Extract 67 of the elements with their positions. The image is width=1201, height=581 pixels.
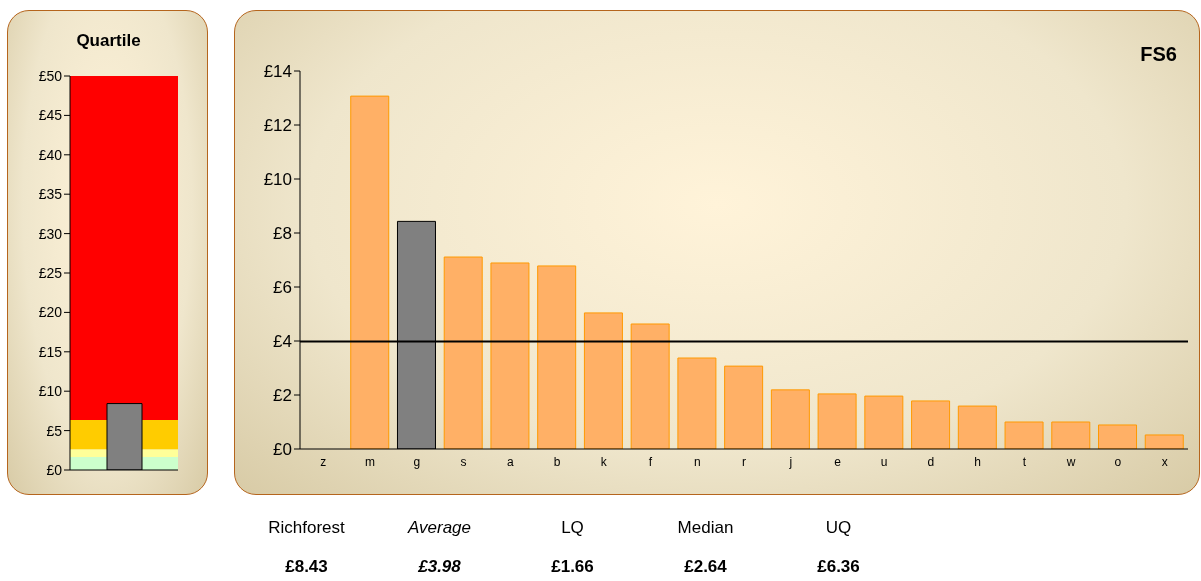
x-tick-label: e xyxy=(834,454,842,469)
text: UQ xyxy=(824,518,853,538)
y-tick-label: £10 xyxy=(38,383,63,400)
bar xyxy=(583,312,623,449)
bar xyxy=(864,395,904,449)
y-tick-label: £45 xyxy=(38,107,63,124)
x-tick-label: z xyxy=(320,454,327,469)
y-tick-label: £8 xyxy=(273,224,292,244)
x-tick-label: m xyxy=(365,454,376,469)
x-tick-label: g xyxy=(413,454,421,469)
bar xyxy=(1144,434,1184,449)
y-tick-label: £35 xyxy=(38,186,63,203)
text: £2.64 xyxy=(683,557,728,577)
y-tick-label: £14 xyxy=(263,62,292,82)
y-tick-label: £40 xyxy=(38,146,63,163)
x-tick-label: x xyxy=(1161,454,1168,469)
bar xyxy=(724,365,764,449)
y-tick-label: £4 xyxy=(273,332,292,352)
bar xyxy=(1098,424,1138,449)
y-tick-label: £5 xyxy=(46,422,63,439)
x-tick-label: f xyxy=(648,454,653,469)
y-tick-label: £15 xyxy=(38,343,63,360)
x-tick-label: a xyxy=(506,454,514,469)
y-tick-label: £30 xyxy=(38,225,63,242)
x-tick-label: u xyxy=(880,454,888,469)
bar xyxy=(911,400,951,449)
text: LQ xyxy=(560,518,585,538)
bar xyxy=(817,393,857,449)
x-tick-label: k xyxy=(600,454,608,469)
x-tick-label: n xyxy=(693,454,701,469)
y-tick-label: £0 xyxy=(46,461,63,478)
y-tick-label: £0 xyxy=(273,440,292,460)
bar xyxy=(957,405,997,449)
x-tick-label: b xyxy=(553,454,561,469)
text: £3.98 xyxy=(417,557,462,577)
bar xyxy=(537,265,577,449)
text: £6.36 xyxy=(816,557,861,577)
bar xyxy=(1004,421,1044,449)
y-tick-label: £6 xyxy=(273,278,292,298)
x-tick-label: s xyxy=(460,454,467,469)
text: Richforest xyxy=(267,518,346,538)
text: Median xyxy=(676,518,735,538)
text: £8.43 xyxy=(284,557,329,577)
bar xyxy=(770,389,810,449)
y-tick-label: £25 xyxy=(38,264,63,281)
text: Average xyxy=(406,518,472,538)
text: £1.66 xyxy=(550,557,595,577)
bar xyxy=(443,256,483,449)
x-tick-label: d xyxy=(927,454,935,469)
x-tick-label: j xyxy=(788,454,793,469)
y-tick-label: £10 xyxy=(263,170,292,190)
bar xyxy=(677,357,717,449)
chart-title: Quartile xyxy=(75,31,142,51)
y-tick-label: £2 xyxy=(273,386,292,406)
bar xyxy=(1051,421,1091,449)
x-tick-label: w xyxy=(1065,454,1076,469)
x-tick-label: t xyxy=(1022,454,1027,469)
bar xyxy=(350,95,390,449)
y-tick-label: £20 xyxy=(38,304,63,321)
x-tick-label: h xyxy=(974,454,982,469)
x-tick-label: r xyxy=(742,454,746,469)
x-tick-label: o xyxy=(1114,454,1122,469)
chart-title: FS6 xyxy=(1140,43,1177,66)
bar xyxy=(490,262,530,449)
y-tick-label: £12 xyxy=(263,116,292,136)
bar xyxy=(630,323,670,449)
y-tick-label: £50 xyxy=(38,67,63,84)
